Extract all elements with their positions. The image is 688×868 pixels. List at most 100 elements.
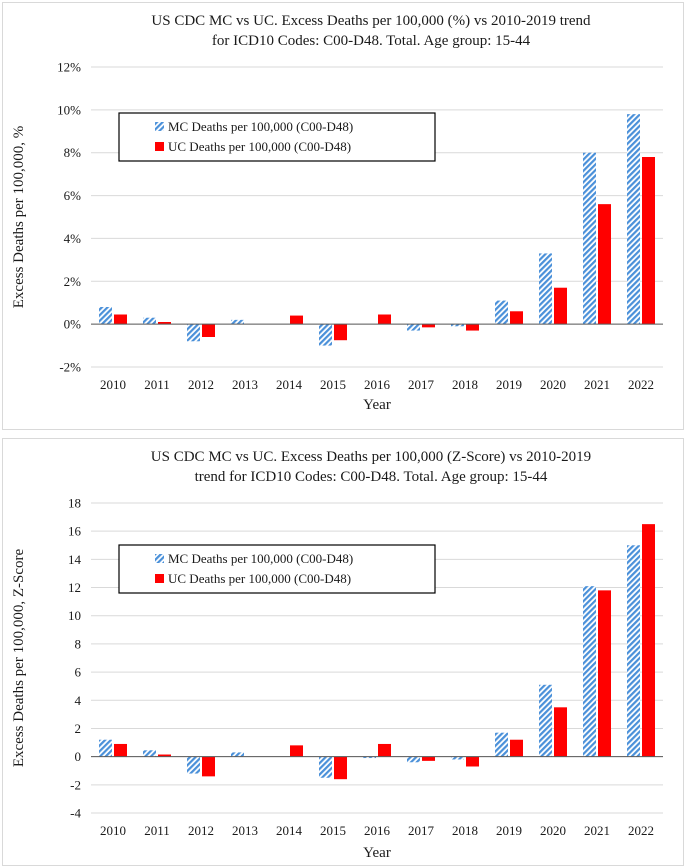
- mc-bar: [231, 319, 244, 325]
- chart-panel-excess-zscore: US CDC MC vs UC. Excess Deaths per 100,0…: [2, 438, 684, 866]
- chart-title-line: trend for ICD10 Codes: C00-D48. Total. A…: [195, 469, 548, 485]
- excess-percent-chart: US CDC MC vs UC. Excess Deaths per 100,0…: [11, 13, 663, 413]
- x-tick-label: 2016: [364, 823, 391, 838]
- mc-bar: [539, 684, 552, 757]
- mc-bar: [407, 324, 420, 331]
- uc-bar: [290, 745, 303, 757]
- x-tick-label: 2019: [496, 823, 522, 838]
- uc-bar: [510, 311, 523, 325]
- uc-bar: [466, 324, 479, 331]
- x-tick-label: 2021: [584, 377, 610, 392]
- chart-title-line: US CDC MC vs UC. Excess Deaths per 100,0…: [151, 13, 591, 29]
- x-tick-label: 2013: [232, 377, 258, 392]
- x-tick-label: 2018: [452, 823, 478, 838]
- mc-bar: [407, 756, 420, 763]
- mc-bar: [187, 324, 200, 342]
- x-tick-label: 2014: [276, 823, 303, 838]
- mc-bar: [363, 756, 376, 759]
- y-tick-label: 6%: [64, 188, 82, 203]
- uc-bar: [598, 590, 611, 757]
- mc-bar: [187, 756, 200, 774]
- x-tick-label: 2012: [188, 377, 214, 392]
- x-tick-label: 2017: [408, 823, 435, 838]
- mc-bar: [99, 307, 112, 325]
- x-tick-label: 2022: [628, 377, 654, 392]
- mc-bar: [451, 324, 464, 327]
- mc-bar: [627, 114, 640, 325]
- y-tick-label: 4: [75, 693, 82, 708]
- uc-bar: [422, 756, 435, 761]
- uc-bar: [334, 324, 347, 341]
- x-axis-title: Year: [363, 845, 391, 861]
- legend-label-mc: MC Deaths per 100,000 (C00-D48): [168, 119, 353, 134]
- y-tick-label: -4: [70, 806, 81, 821]
- x-tick-label: 2020: [540, 377, 566, 392]
- x-tick-label: 2014: [276, 377, 303, 392]
- uc-bar: [378, 314, 391, 325]
- x-tick-label: 2022: [628, 823, 654, 838]
- y-tick-label: 12%: [57, 60, 81, 75]
- y-tick-label: 14: [68, 552, 82, 567]
- uc-bar: [378, 743, 391, 757]
- mc-bar: [539, 253, 552, 325]
- uc-bar: [554, 287, 567, 325]
- x-tick-label: 2021: [584, 823, 610, 838]
- uc-bar: [598, 204, 611, 325]
- y-tick-label: 10: [68, 608, 81, 623]
- y-tick-label: -2: [70, 777, 81, 792]
- legend-label-uc: UC Deaths per 100,000 (C00-D48): [168, 571, 351, 586]
- uc-bar: [158, 754, 171, 757]
- y-tick-label: 2: [75, 721, 82, 736]
- y-tick-label: 0: [75, 749, 82, 764]
- y-tick-label: 2%: [64, 274, 82, 289]
- mc-bar: [495, 732, 508, 757]
- y-tick-label: 6: [75, 665, 82, 680]
- x-axis-title: Year: [363, 397, 391, 413]
- y-tick-label: 8%: [64, 145, 82, 160]
- x-tick-label: 2015: [320, 377, 346, 392]
- chart-title-line: for ICD10 Codes: C00-D48. Total. Age gro…: [212, 33, 531, 49]
- x-tick-label: 2011: [144, 377, 170, 392]
- legend-box: [118, 112, 436, 162]
- uc-bar: [158, 322, 171, 325]
- legend-box: [118, 544, 436, 594]
- y-tick-label: 8: [75, 636, 82, 651]
- y-tick-label: 18: [68, 496, 81, 511]
- y-tick-label: 4%: [64, 231, 82, 246]
- uc-bar: [642, 157, 655, 325]
- mc-bar: [319, 324, 332, 346]
- uc-bar: [202, 324, 215, 337]
- mc-bar: [495, 300, 508, 325]
- y-tick-label: 10%: [57, 102, 81, 117]
- x-tick-label: 2013: [232, 823, 258, 838]
- y-tick-label: 16: [68, 524, 82, 539]
- legend-swatch-mc: [155, 554, 164, 563]
- mc-bar: [319, 756, 332, 778]
- legend-label-mc: MC Deaths per 100,000 (C00-D48): [168, 551, 353, 566]
- x-tick-label: 2020: [540, 823, 566, 838]
- chart-title-line: US CDC MC vs UC. Excess Deaths per 100,0…: [151, 449, 591, 465]
- x-tick-label: 2010: [100, 823, 126, 838]
- mc-bar: [99, 739, 112, 757]
- y-tick-label: 0%: [64, 317, 82, 332]
- legend-swatch-mc: [155, 122, 164, 131]
- mc-bar: [451, 756, 464, 760]
- mc-bar: [143, 750, 156, 757]
- mc-bar: [143, 317, 156, 325]
- mc-bar: [627, 545, 640, 757]
- y-tick-label: -2%: [59, 360, 81, 375]
- uc-bar: [114, 743, 127, 757]
- mc-bar: [583, 586, 596, 757]
- x-tick-label: 2012: [188, 823, 214, 838]
- uc-bar: [334, 756, 347, 780]
- uc-bar: [202, 756, 215, 777]
- chart-panel-excess-percent: US CDC MC vs UC. Excess Deaths per 100,0…: [2, 2, 684, 430]
- x-tick-label: 2011: [144, 823, 170, 838]
- mc-bar: [583, 152, 596, 325]
- x-tick-label: 2017: [408, 377, 435, 392]
- uc-bar: [510, 739, 523, 757]
- uc-bar: [554, 707, 567, 757]
- y-axis-title: Excess Deaths per 100,000, %: [11, 126, 27, 308]
- x-tick-label: 2019: [496, 377, 522, 392]
- uc-bar: [114, 314, 127, 325]
